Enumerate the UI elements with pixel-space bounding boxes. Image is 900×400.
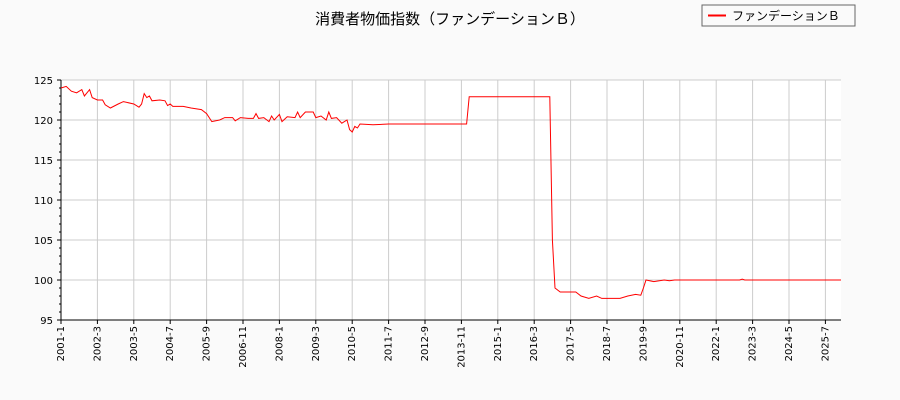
x-tick-label: 2012-9 bbox=[420, 326, 431, 361]
x-tick-label: 2006-11 bbox=[238, 326, 249, 368]
y-tick-label: 95 bbox=[40, 316, 53, 327]
x-tick-label: 2024-5 bbox=[784, 326, 795, 361]
y-tick-label: 105 bbox=[34, 236, 53, 247]
x-tick-label: 2016-3 bbox=[529, 326, 540, 361]
legend: ファンデーションＢ bbox=[701, 4, 856, 27]
x-tick-label: 2018-7 bbox=[602, 326, 613, 361]
series-line bbox=[60, 85, 841, 299]
x-tick-label: 2020-11 bbox=[675, 326, 686, 368]
x-tick-label: 2002-3 bbox=[92, 326, 103, 361]
x-tick-label: 2001-1 bbox=[56, 326, 67, 361]
x-tick-label: 2019-9 bbox=[638, 326, 649, 361]
x-tick-label: 2011-7 bbox=[384, 326, 395, 361]
y-tick-label: 110 bbox=[34, 196, 53, 207]
x-tick-label: 2004-7 bbox=[165, 326, 176, 361]
x-tick-label: 2023-3 bbox=[748, 326, 759, 361]
chart-title: 消費者物価指数（ファンデーションＢ） bbox=[315, 10, 585, 28]
x-tick-label: 2017-5 bbox=[566, 326, 577, 361]
y-tick-label: 100 bbox=[34, 276, 53, 287]
y-tick-label: 120 bbox=[34, 116, 53, 127]
x-tick-label: 2005-9 bbox=[202, 326, 213, 361]
x-tick-label: 2010-5 bbox=[347, 326, 358, 361]
x-tick-label: 2015-1 bbox=[493, 326, 504, 361]
x-tick-label: 2013-11 bbox=[456, 326, 467, 368]
x-tick-label: 2008-1 bbox=[274, 326, 285, 361]
x-tick-label: 2009-3 bbox=[311, 326, 322, 361]
x-tick-label: 2025-7 bbox=[820, 326, 831, 361]
y-tick-label: 115 bbox=[34, 156, 53, 167]
x-tick-label: 2003-5 bbox=[129, 326, 140, 361]
y-tick-label: 125 bbox=[34, 76, 53, 87]
legend-label: ファンデーションＢ bbox=[732, 8, 840, 23]
x-tick-label: 2022-1 bbox=[711, 326, 722, 361]
